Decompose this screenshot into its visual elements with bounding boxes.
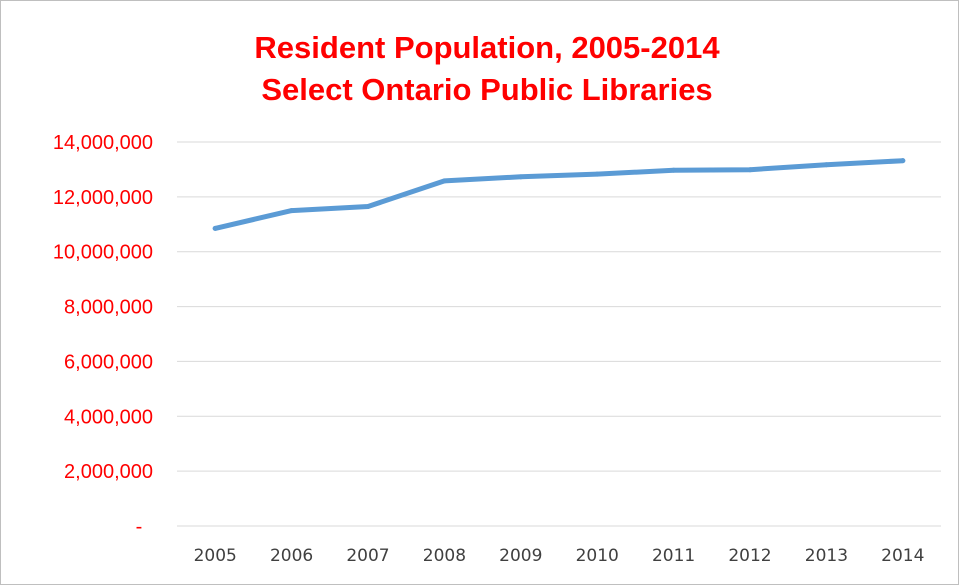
y-tick-label: 8,000,000	[64, 297, 153, 319]
data-point	[212, 225, 218, 231]
data-point	[594, 171, 600, 177]
series-line	[212, 158, 906, 231]
x-tick-label: 2006	[270, 546, 313, 566]
x-tick-label: 2011	[652, 546, 695, 566]
data-point	[289, 208, 295, 214]
y-axis-tick-labels: - 2,000,000 4,000,000 6,000,000 8,000,000 10,…	[53, 132, 153, 538]
data-point	[441, 178, 447, 184]
y-tick-label: -	[136, 516, 143, 538]
chart-subtitle: Select Ontario Public Libraries	[261, 72, 712, 107]
data-point	[365, 203, 371, 209]
x-tick-label: 2012	[728, 546, 771, 566]
x-tick-label: 2009	[499, 546, 542, 566]
series-layer	[212, 158, 906, 231]
data-point	[823, 162, 829, 168]
x-tick-label: 2010	[576, 546, 619, 566]
data-point	[671, 167, 677, 173]
x-tick-label: 2008	[423, 546, 466, 566]
x-tick-label: 2014	[881, 546, 924, 566]
chart-title: Resident Population, 2005-2014	[254, 30, 720, 65]
x-tick-label: 2013	[805, 546, 848, 566]
y-tick-label: 14,000,000	[53, 132, 153, 154]
data-point	[518, 174, 524, 180]
x-tick-label: 2005	[194, 546, 237, 566]
y-tick-label: 2,000,000	[64, 461, 153, 483]
data-point	[900, 158, 906, 164]
y-tick-label: 10,000,000	[53, 242, 153, 264]
x-axis-tick-labels: 2005 2006 2007 2008 2009 2010 2011 2012 2013 2014	[194, 546, 925, 566]
gridlines	[177, 141, 941, 527]
y-tick-label: 12,000,000	[53, 187, 153, 209]
y-tick-label: 4,000,000	[64, 406, 153, 428]
y-tick-label: 6,000,000	[64, 351, 153, 373]
data-point	[747, 167, 753, 173]
x-tick-label: 2007	[346, 546, 389, 566]
